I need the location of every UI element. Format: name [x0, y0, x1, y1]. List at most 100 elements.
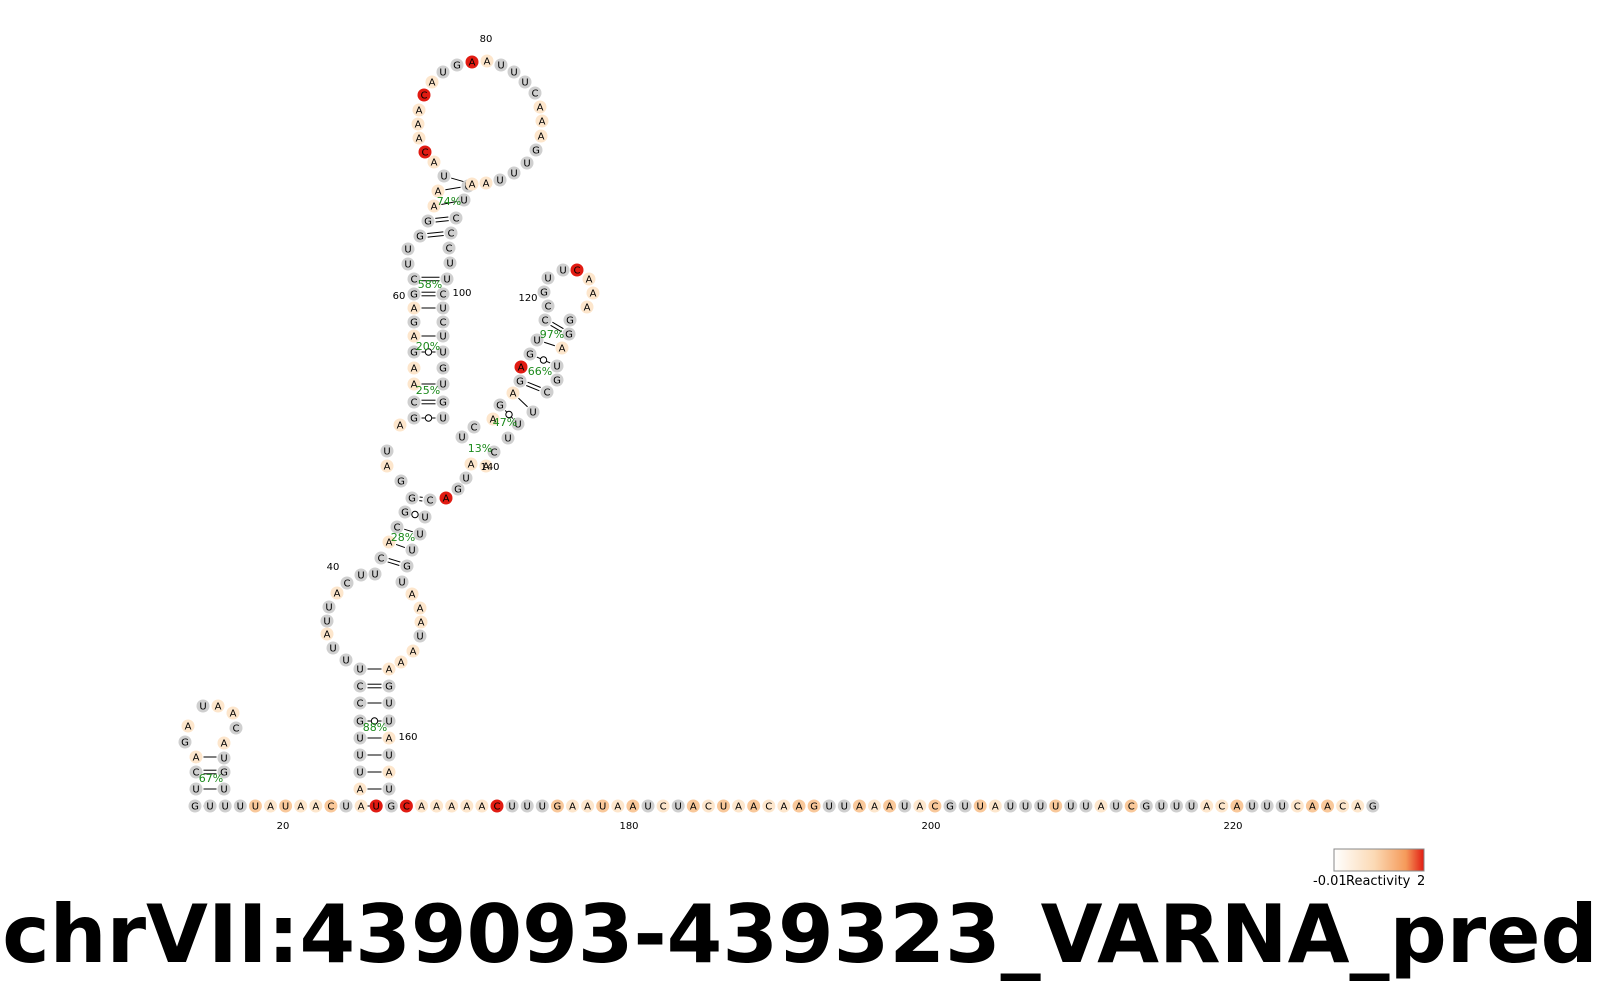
nucleotide-circle: [353, 765, 367, 779]
nucleotide-circle: [1170, 799, 1183, 813]
nucleotide: C: [407, 272, 421, 286]
nucleotide-circle: [898, 799, 912, 813]
nucleotide-letter: A: [1233, 802, 1240, 813]
nucleotide-letter: G: [401, 508, 409, 519]
nucleotide-letter: U: [961, 802, 968, 813]
nucleotide-circle: [586, 286, 600, 300]
nucleotide-circle: [807, 799, 821, 813]
nucleotide-letter: U: [385, 751, 392, 762]
nucleotide-circle: [528, 86, 542, 100]
nucleotide-circle: [294, 799, 308, 813]
nucleotide-letter: U: [439, 414, 446, 425]
nucleotide-circle: [1200, 799, 1214, 813]
nucleotide: A: [580, 300, 594, 314]
nucleotide: A: [427, 155, 441, 169]
nucleotide-letter: A: [221, 739, 228, 750]
nucleotide: U: [494, 58, 508, 72]
nucleotide-circle: [460, 799, 474, 813]
nucleotide-letter: U: [383, 447, 390, 458]
nucleotide: U: [217, 751, 231, 765]
nucleotide-circle: [641, 799, 655, 813]
nucleotide-circle: [490, 799, 504, 813]
index-label: 120: [518, 293, 537, 304]
nucleotide-letter: A: [324, 630, 331, 641]
nucleotide: G: [382, 679, 396, 693]
nucleotide-circle: [405, 587, 419, 601]
legend-label: Reactivity: [1346, 874, 1411, 889]
base-pair-line: [404, 528, 413, 533]
nucleotide-letter: C: [542, 316, 549, 327]
nucleotide: A: [480, 54, 494, 68]
nucleotide-letter: U: [1248, 802, 1255, 813]
nucleotide: C: [762, 799, 776, 813]
nucleotide-circle: [189, 765, 203, 779]
nucleotide: A: [330, 586, 344, 600]
nucleotide: G: [394, 474, 408, 488]
nucleotide: U: [413, 629, 427, 643]
base-pair-line: [518, 397, 528, 408]
nucleotide: A: [430, 799, 444, 813]
nucleotide-letter: C: [574, 266, 581, 277]
nucleotide-letter: C: [765, 802, 772, 813]
base-pair-line: [427, 231, 444, 234]
nucleotide-letter: U: [826, 802, 833, 813]
nucleotide-circle: [792, 799, 806, 813]
nucleotide: G: [807, 799, 821, 813]
nucleotide: G: [384, 799, 398, 813]
helix-probability: 28%: [391, 531, 415, 544]
nucleotide-circle: [374, 551, 388, 565]
nucleotide-letter: G: [397, 477, 405, 488]
nucleotide: U: [493, 173, 507, 187]
nucleotide: U: [1154, 799, 1168, 813]
nucleotide: G: [523, 347, 537, 361]
nucleotide: A: [465, 55, 479, 69]
nucleotide: U: [837, 799, 851, 813]
nucleotide: U: [898, 799, 912, 813]
nucleotide-letter: U: [421, 513, 428, 524]
nucleotide-circle: [530, 333, 544, 347]
nucleotide: G: [436, 361, 450, 375]
nucleotide-letter: C: [357, 682, 364, 693]
nucleotide-letter: A: [629, 802, 636, 813]
nucleotide: C: [656, 799, 670, 813]
nucleotide-circle: [494, 58, 508, 72]
helix-probability: 74%: [437, 195, 461, 208]
nucleotide-circle: [701, 799, 715, 813]
nucleotide-circle: [401, 242, 415, 256]
nucleotide-circle: [218, 799, 232, 813]
nucleotide-circle: [1094, 799, 1108, 813]
nucleotide-letter: C: [1339, 802, 1346, 813]
nucleotide-letter: G: [408, 494, 416, 505]
nucleotide: G: [537, 285, 551, 299]
nucleotide-letter: U: [521, 78, 528, 89]
nucleotide: U: [436, 345, 450, 359]
helix-probabilities: 67% 88% 28% 13%47% 66% 97% 25% 20% 58% 74%: [199, 195, 564, 785]
nucleotide-letter: U: [446, 259, 453, 270]
nucleotide-letter: A: [411, 364, 418, 375]
nucleotide-letter: G: [403, 562, 411, 573]
nucleotide-letter: A: [586, 275, 593, 286]
nucleotide-circle: [340, 576, 354, 590]
nucleotide: C: [417, 88, 431, 102]
nucleotide-letter: U: [462, 474, 469, 485]
nucleotide-letter: C: [544, 388, 551, 399]
nucleotide-circle: [505, 799, 519, 813]
nucleotide-letter: A: [398, 658, 405, 669]
nucleotide-circle: [511, 417, 525, 431]
nucleotide-letter: C: [532, 89, 539, 100]
nucleotide-letter: A: [483, 462, 490, 473]
nucleotide: U: [958, 799, 972, 813]
structure-title: chrVII:439093-439323_VARNA_pred: [2, 888, 1598, 981]
nucleotide: U: [322, 600, 336, 614]
nucleotide-letter: A: [431, 158, 438, 169]
nucleotide: G: [451, 482, 465, 496]
nucleotide-circle: [436, 329, 450, 343]
nucleotide-letter: A: [386, 768, 393, 779]
nucleotide-letter: A: [559, 344, 566, 355]
nucleotide-circle: [189, 782, 203, 796]
nucleotide-circle: [506, 386, 520, 400]
nucleotide-circle: [248, 799, 262, 813]
nucleotide-circle: [411, 117, 425, 131]
nucleotide-circle: [555, 341, 569, 355]
